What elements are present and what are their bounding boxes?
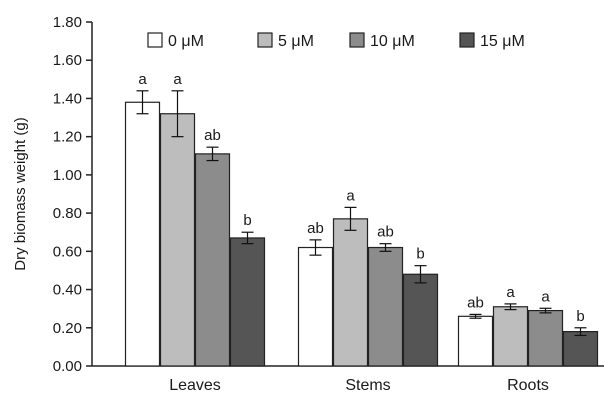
y-tick-label: 0.20 xyxy=(53,320,82,337)
bar xyxy=(297,246,334,367)
y-tick-label: 1.60 xyxy=(53,52,82,69)
significance-label: a xyxy=(173,71,182,88)
significance-label: a xyxy=(506,284,515,301)
legend-label: 10 μM xyxy=(370,33,415,50)
y-tick-label: 0.00 xyxy=(53,358,82,375)
legend: 0 μM 5 μM 10 μM 15 μM xyxy=(147,32,525,50)
significance-label: a xyxy=(541,288,550,305)
significance-label: ab xyxy=(307,220,324,237)
axes: 0.00 0.20 0.40 0.60 0.80 1.00 1.20 1.40 1.60 1.80… xyxy=(12,14,604,375)
legend-swatch xyxy=(257,32,273,48)
category-label: Roots xyxy=(507,377,549,394)
significance-label: a xyxy=(138,71,147,88)
legend-label: 15 μM xyxy=(480,33,525,50)
significance-label: a xyxy=(346,187,355,204)
significance-label: b xyxy=(416,246,424,263)
y-tick-label: 1.00 xyxy=(53,167,82,184)
bar xyxy=(402,273,439,367)
y-tick-label: 1.20 xyxy=(53,129,82,146)
y-axis-title: Dry biomass weight (g) xyxy=(12,117,29,270)
y-tick-label: 0.40 xyxy=(53,282,82,299)
bar xyxy=(562,331,599,367)
y-tick-label: 0.60 xyxy=(53,243,82,260)
significance-label: ab xyxy=(377,224,394,241)
bars xyxy=(124,90,599,367)
bar xyxy=(229,237,266,367)
bar xyxy=(124,101,161,367)
bar xyxy=(194,153,231,367)
legend-label: 0 μM xyxy=(168,33,204,50)
significance-label: ab xyxy=(204,127,221,144)
legend-swatch xyxy=(147,32,163,48)
y-tick-label: 0.80 xyxy=(53,205,82,222)
significance-label: b xyxy=(243,212,251,229)
bar xyxy=(492,306,529,367)
bar xyxy=(332,218,369,367)
legend-swatch xyxy=(459,32,475,48)
category-label: Leaves xyxy=(169,377,221,394)
significance-label: b xyxy=(576,308,584,325)
legend-swatch xyxy=(349,32,365,48)
bar xyxy=(367,246,404,367)
bar xyxy=(527,309,564,367)
bar xyxy=(457,315,494,367)
bar xyxy=(159,113,196,367)
y-tick-label: 1.40 xyxy=(53,90,82,107)
y-tick-label: 1.80 xyxy=(53,14,82,31)
significance-label: ab xyxy=(467,294,484,311)
category-label: Stems xyxy=(345,377,390,394)
legend-label: 5 μM xyxy=(278,33,314,50)
